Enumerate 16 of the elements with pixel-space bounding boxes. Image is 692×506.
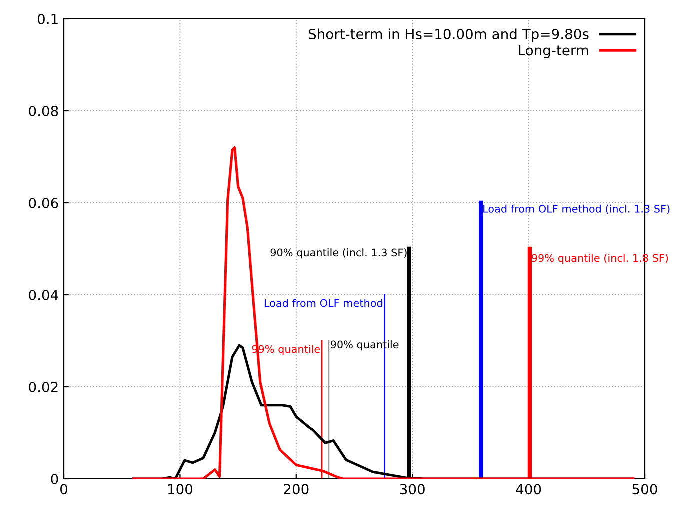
y-tick-label: 0.1: [38, 14, 58, 24]
legend-label: Short-term in Hs=10.00m and Tp=9.80s: [308, 28, 589, 42]
annotation: 90% quantile (incl. 1.3 SF): [270, 248, 407, 259]
annotation: Load from OLF method: [264, 299, 382, 308]
y-tick-label: 0.02: [29, 382, 58, 392]
x-tick-label: 300: [400, 484, 425, 495]
y-tick-label: 0.04: [29, 290, 58, 300]
x-tick-label: 200: [284, 484, 309, 495]
x-tick-label: 100: [168, 484, 193, 495]
x-tick-label: 500: [632, 484, 658, 495]
y-tick-label: 0.08: [29, 106, 58, 116]
x-tick-label: 400: [516, 484, 542, 495]
y-tick-label: 0.06: [29, 198, 58, 208]
legend-label: Long-term: [519, 45, 588, 58]
y-tick-label: 0: [51, 474, 58, 484]
x-tick-label: 0: [60, 484, 68, 495]
